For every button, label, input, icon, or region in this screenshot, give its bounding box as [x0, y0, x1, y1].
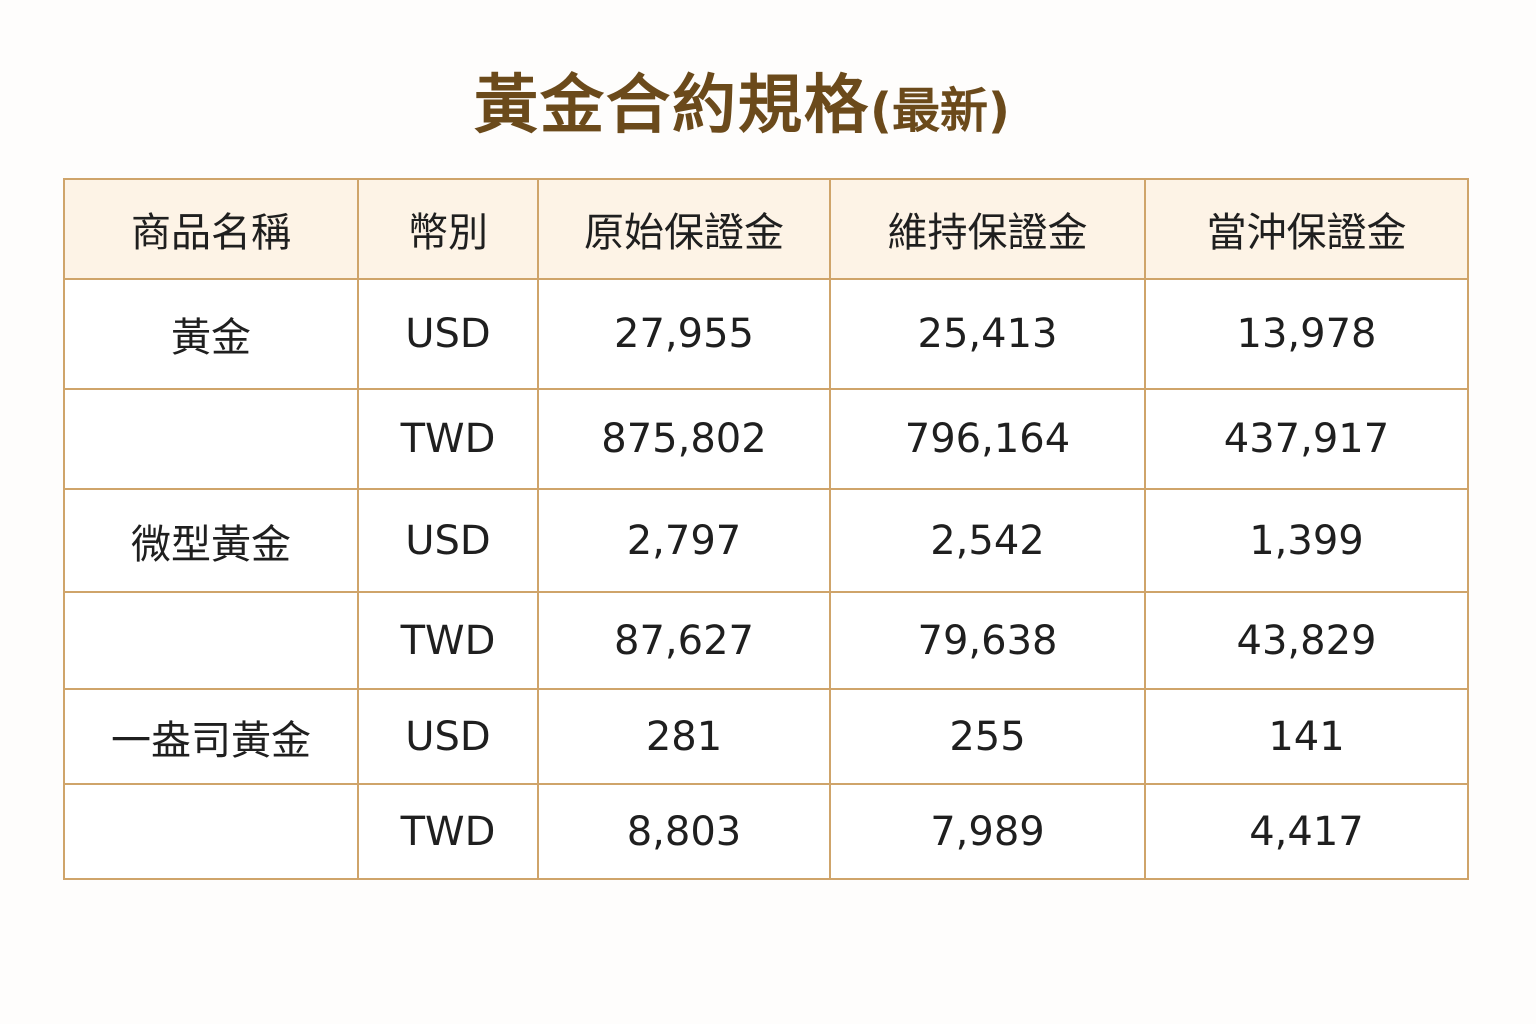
daytrade-margin-cell: 13,978 [1144, 278, 1469, 390]
title-main: 黃金合約規格 [474, 69, 871, 143]
table-row: 一盎司黃金 USD 281 255 141 [63, 688, 1469, 785]
product-cell [63, 783, 359, 880]
maintenance-margin-cell: 25,413 [829, 278, 1146, 390]
header-initial-margin: 原始保證金 [537, 178, 831, 280]
table-header-row: 商品名稱 幣別 原始保證金 維持保證金 當沖保證金 [63, 178, 1469, 280]
table-row: 微型黃金 USD 2,797 2,542 1,399 [63, 488, 1469, 593]
page-title: 黃金合約規格(最新) [0, 66, 1484, 151]
table-row: TWD 87,627 79,638 43,829 [63, 591, 1469, 690]
table-row: 黃金 USD 27,955 25,413 13,978 [63, 278, 1469, 390]
currency-cell: USD [357, 688, 539, 785]
title-suffix: (最新) [870, 83, 1010, 139]
product-cell [63, 388, 359, 490]
initial-margin-cell: 27,955 [537, 278, 831, 390]
header-product: 商品名稱 [63, 178, 359, 280]
daytrade-margin-cell: 1,399 [1144, 488, 1469, 593]
maintenance-margin-cell: 2,542 [829, 488, 1146, 593]
currency-cell: USD [357, 278, 539, 390]
product-cell: 一盎司黃金 [63, 688, 359, 785]
maintenance-margin-cell: 255 [829, 688, 1146, 785]
daytrade-margin-cell: 43,829 [1144, 591, 1469, 690]
initial-margin-cell: 87,627 [537, 591, 831, 690]
table-row: TWD 875,802 796,164 437,917 [63, 388, 1469, 490]
header-daytrade-margin: 當沖保證金 [1144, 178, 1469, 280]
maintenance-margin-cell: 796,164 [829, 388, 1146, 490]
daytrade-margin-cell: 141 [1144, 688, 1469, 785]
product-cell: 黃金 [63, 278, 359, 390]
currency-cell: TWD [357, 783, 539, 880]
initial-margin-cell: 875,802 [537, 388, 831, 490]
header-currency: 幣別 [357, 178, 539, 280]
maintenance-margin-cell: 79,638 [829, 591, 1146, 690]
initial-margin-cell: 2,797 [537, 488, 831, 593]
maintenance-margin-cell: 7,989 [829, 783, 1146, 880]
currency-cell: TWD [357, 388, 539, 490]
header-maintenance-margin: 維持保證金 [829, 178, 1146, 280]
daytrade-margin-cell: 437,917 [1144, 388, 1469, 490]
margin-table: 商品名稱 幣別 原始保證金 維持保證金 當沖保證金 黃金 USD 27,955 … [63, 178, 1469, 880]
currency-cell: USD [357, 488, 539, 593]
initial-margin-cell: 281 [537, 688, 831, 785]
currency-cell: TWD [357, 591, 539, 690]
initial-margin-cell: 8,803 [537, 783, 831, 880]
table-row: TWD 8,803 7,989 4,417 [63, 783, 1469, 880]
product-cell [63, 591, 359, 690]
product-cell: 微型黃金 [63, 488, 359, 593]
daytrade-margin-cell: 4,417 [1144, 783, 1469, 880]
